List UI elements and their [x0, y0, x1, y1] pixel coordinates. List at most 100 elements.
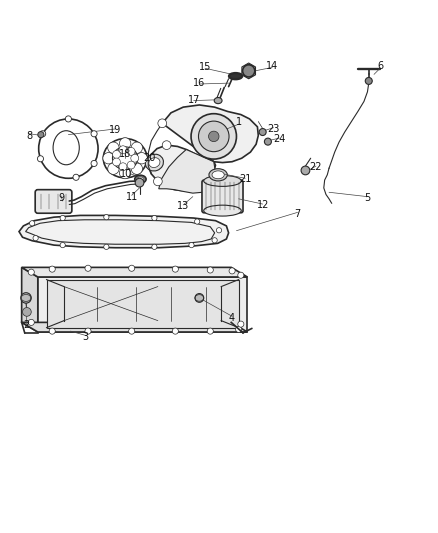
Text: 10: 10 [120, 169, 133, 179]
Circle shape [28, 319, 34, 326]
Ellipse shape [145, 154, 163, 171]
Text: 12: 12 [257, 200, 269, 211]
Circle shape [153, 177, 162, 185]
Circle shape [212, 238, 217, 243]
Polygon shape [38, 277, 247, 332]
Circle shape [127, 161, 135, 169]
Circle shape [172, 266, 178, 272]
Circle shape [85, 328, 91, 334]
Text: 6: 6 [378, 61, 384, 71]
Circle shape [265, 138, 272, 145]
Text: 1: 1 [236, 117, 242, 127]
Circle shape [104, 244, 109, 249]
Circle shape [158, 119, 166, 128]
Text: 2: 2 [23, 320, 29, 330]
Text: 22: 22 [310, 162, 322, 172]
Circle shape [136, 152, 148, 164]
Circle shape [28, 269, 34, 275]
Polygon shape [46, 280, 239, 328]
Circle shape [120, 167, 131, 179]
Ellipse shape [137, 177, 144, 181]
Polygon shape [148, 105, 258, 190]
Ellipse shape [204, 175, 241, 187]
Polygon shape [21, 322, 247, 332]
Circle shape [60, 243, 65, 248]
Circle shape [162, 141, 171, 149]
Circle shape [108, 142, 119, 154]
Circle shape [119, 146, 127, 154]
Circle shape [135, 179, 144, 187]
Circle shape [85, 265, 91, 271]
Polygon shape [21, 268, 38, 332]
Circle shape [236, 326, 242, 333]
Circle shape [49, 266, 55, 272]
Text: 15: 15 [199, 61, 211, 71]
Circle shape [108, 163, 119, 174]
Circle shape [238, 272, 244, 278]
Circle shape [207, 328, 213, 334]
Circle shape [103, 152, 114, 164]
Circle shape [365, 77, 372, 84]
Circle shape [152, 215, 157, 221]
Text: 13: 13 [177, 201, 189, 211]
Circle shape [129, 265, 135, 271]
Text: 24: 24 [273, 134, 286, 144]
Circle shape [189, 243, 194, 248]
Circle shape [113, 158, 120, 166]
Circle shape [191, 114, 237, 159]
Text: 8: 8 [26, 131, 32, 141]
Circle shape [91, 131, 97, 137]
Text: 19: 19 [109, 125, 121, 135]
Circle shape [207, 267, 213, 273]
Circle shape [65, 116, 71, 122]
Text: 23: 23 [267, 124, 280, 134]
Ellipse shape [214, 98, 222, 103]
Polygon shape [19, 215, 229, 248]
Polygon shape [21, 268, 247, 277]
Circle shape [131, 154, 139, 162]
Circle shape [73, 174, 79, 180]
Circle shape [259, 128, 266, 135]
Circle shape [38, 132, 44, 138]
Circle shape [229, 268, 235, 274]
Circle shape [238, 321, 244, 327]
Circle shape [39, 131, 46, 137]
Text: 16: 16 [193, 78, 205, 88]
Text: 17: 17 [187, 95, 200, 104]
Text: 14: 14 [266, 61, 279, 71]
Text: 4: 4 [229, 313, 235, 323]
Text: 20: 20 [143, 153, 155, 163]
Text: 18: 18 [119, 149, 131, 159]
Circle shape [120, 138, 131, 149]
Circle shape [60, 215, 65, 221]
Circle shape [49, 328, 55, 334]
Text: 3: 3 [83, 332, 89, 342]
Circle shape [152, 244, 157, 249]
Circle shape [33, 236, 38, 241]
Circle shape [208, 131, 219, 142]
Circle shape [195, 294, 204, 302]
Circle shape [243, 65, 255, 77]
Text: 11: 11 [126, 192, 138, 201]
Circle shape [113, 150, 120, 158]
Ellipse shape [149, 158, 160, 167]
Circle shape [29, 221, 35, 226]
Circle shape [194, 219, 200, 224]
Ellipse shape [209, 169, 227, 181]
Polygon shape [159, 149, 215, 193]
Ellipse shape [204, 205, 241, 216]
Circle shape [104, 215, 109, 220]
Circle shape [131, 142, 142, 154]
Circle shape [131, 163, 142, 174]
Circle shape [301, 166, 310, 175]
Circle shape [129, 328, 135, 334]
Text: 9: 9 [58, 192, 64, 203]
Circle shape [216, 228, 222, 233]
Ellipse shape [229, 73, 242, 79]
Circle shape [22, 308, 31, 316]
Circle shape [21, 293, 31, 303]
Circle shape [37, 156, 43, 162]
Circle shape [172, 328, 178, 334]
Circle shape [91, 160, 97, 166]
Circle shape [127, 148, 135, 155]
